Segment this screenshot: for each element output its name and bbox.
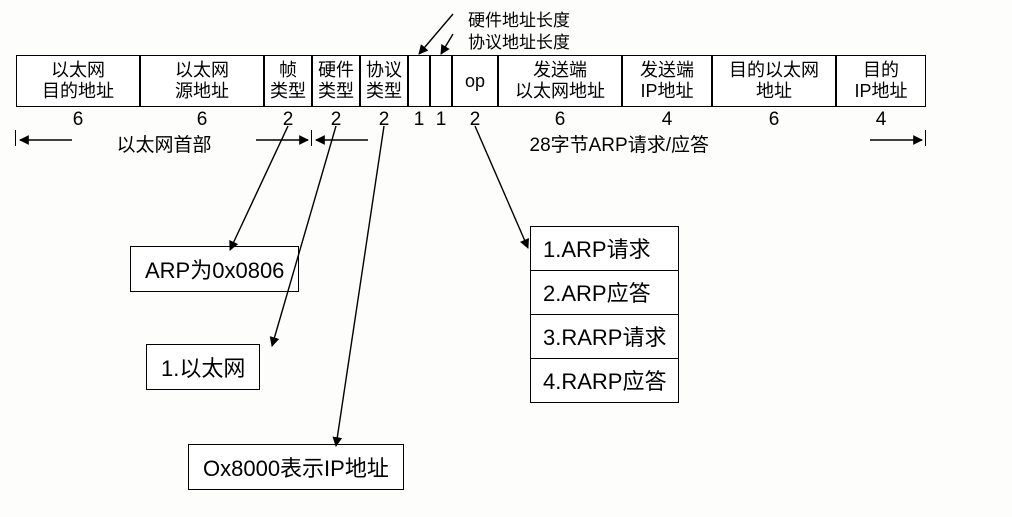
field-tpa-text: 目的: [863, 60, 899, 81]
arp-packet-diagram: 以太网目的地址6以太网源地址6帧类型2硬件类型2协议类型211op2发送端以太网…: [0, 0, 1012, 517]
bytes-plen: 1: [430, 109, 452, 131]
op-code-item-4: 4.RARP应答: [531, 358, 678, 402]
field-tha: 目的以太网地址: [712, 55, 836, 107]
section-arp_body-label: 28字节ARP请求/应答: [530, 130, 709, 157]
field-hw_type-text: 类型: [318, 81, 354, 102]
field-eth_dst-text: 目的地址: [42, 81, 114, 102]
arrow-a_plen: [441, 34, 453, 54]
field-tha-text: 地址: [756, 81, 792, 102]
field-sha-text: 以太网地址: [515, 81, 605, 102]
field-hw_type: 硬件类型: [312, 55, 360, 107]
field-prot_type-text: 类型: [366, 81, 402, 102]
field-frame_type-text: 帧: [279, 60, 297, 81]
field-frame_type: 帧类型: [264, 55, 312, 107]
field-spa: 发送端IP地址: [622, 55, 712, 107]
field-eth_src: 以太网源地址: [140, 55, 264, 107]
arrow-a_hlen: [419, 14, 453, 54]
arrow-a_ptype: [336, 126, 384, 446]
field-op-text: op: [465, 71, 485, 92]
prot-type-note: Ox8000表示IP地址: [188, 444, 404, 490]
plen_label: 协议地址长度: [468, 28, 570, 53]
hw-type-note: 1.以太网: [146, 344, 260, 390]
field-sha: 发送端以太网地址: [498, 55, 622, 107]
section-arp_body-tick-left: [311, 130, 312, 146]
op-code-list: 1.ARP请求2.ARP应答3.RARP请求4.RARP应答: [530, 226, 679, 403]
field-eth_src-text: 源地址: [175, 81, 229, 102]
op-code-item-1: 1.ARP请求: [531, 227, 678, 270]
arrow-a_htype: [272, 126, 336, 346]
op-code-item-2: 2.ARP应答: [531, 270, 678, 314]
section-eth_header-label: 以太网首部: [117, 130, 212, 157]
bytes-eth_src: 6: [140, 109, 264, 131]
arrow-a_op: [475, 126, 528, 248]
field-spa-text: IP地址: [640, 81, 693, 102]
field-eth_dst-text: 以太网: [51, 60, 105, 81]
section-eth_header-tick-left: [15, 130, 16, 146]
op-code-item-3: 3.RARP请求: [531, 314, 678, 358]
bytes-tha: 6: [712, 109, 836, 131]
field-prot_type-text: 协议: [366, 60, 402, 81]
field-spa-text: 发送端: [640, 60, 694, 81]
field-hlen: [408, 55, 430, 107]
field-prot_type: 协议类型: [360, 55, 408, 107]
bytes-hw_type: 2: [312, 109, 360, 131]
field-tha-text: 目的以太网: [729, 60, 819, 81]
bytes-prot_type: 2: [360, 109, 408, 131]
bytes-tpa: 4: [836, 109, 926, 131]
field-eth_src-text: 以太网: [175, 60, 229, 81]
bytes-op: 2: [452, 109, 498, 131]
bytes-hlen: 1: [408, 109, 430, 131]
frame-type-note: ARP为0x0806: [130, 246, 299, 292]
field-plen: [430, 55, 452, 107]
bytes-spa: 4: [622, 109, 712, 131]
field-tpa: 目的IP地址: [836, 55, 926, 107]
field-frame_type-text: 类型: [270, 81, 306, 102]
field-eth_dst: 以太网目的地址: [16, 55, 140, 107]
field-hw_type-text: 硬件: [318, 60, 354, 81]
field-sha-text: 发送端: [533, 60, 587, 81]
bytes-sha: 6: [498, 109, 622, 131]
bytes-eth_dst: 6: [16, 109, 140, 131]
bytes-frame_type: 2: [264, 109, 312, 131]
arrow-a_ftype: [230, 126, 288, 250]
field-tpa-text: IP地址: [854, 81, 907, 102]
section-arp_body-tick-right: [925, 130, 926, 146]
field-op: op: [452, 55, 498, 107]
